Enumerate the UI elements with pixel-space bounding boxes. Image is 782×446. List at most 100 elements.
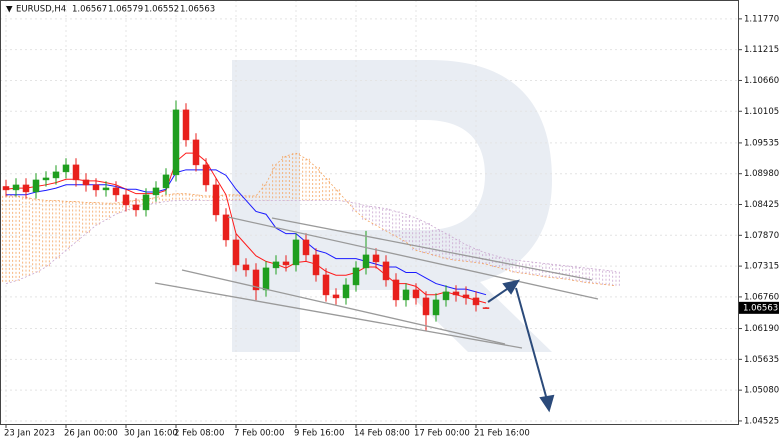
x-tick-label: 9 Feb 16:00 (294, 429, 344, 439)
candle-body (42, 177, 50, 181)
y-tick-label: 1.11215 (744, 45, 779, 55)
y-tick-label: 1.05635 (744, 355, 779, 365)
price-label: 1.06563 (743, 303, 778, 313)
y-tick-label: 1.08980 (744, 169, 779, 179)
plot-border (0, 0, 739, 425)
grid (0, 0, 738, 424)
high-value: 1.06579 (108, 5, 143, 15)
x-tick-label: 21 Feb 16:00 (474, 429, 530, 439)
cloud (2, 152, 620, 287)
menu-triangle: ▼ (6, 5, 13, 15)
symbol: EURUSD,H4 (16, 5, 66, 15)
x-tick-label: 14 Feb 08:00 (354, 429, 410, 439)
candle-body (112, 187, 120, 196)
open-value: 1.06567 (72, 5, 107, 15)
y-tick-label: 1.07870 (744, 231, 779, 241)
trend-lines (154, 216, 599, 349)
candle-body (412, 289, 420, 299)
candle-body (52, 171, 60, 179)
candle-body (392, 279, 400, 301)
candle-body (102, 187, 110, 191)
candle-body (32, 179, 40, 193)
y-tick-label: 1.10105 (744, 107, 779, 117)
candle-body (172, 109, 180, 176)
candle-body (472, 297, 480, 306)
y-tick-label: 1.06190 (744, 324, 779, 334)
candle-body (442, 291, 450, 301)
y-tick-label: 1.08425 (744, 200, 779, 210)
x-tick-label: 7 Feb 00:00 (234, 429, 284, 439)
candle-body (402, 289, 410, 301)
watermark-logo (232, 60, 552, 352)
candle-body (12, 184, 20, 191)
candle-body (312, 254, 320, 276)
candle-body (72, 164, 80, 181)
candle-body (22, 184, 30, 193)
x-tick-label: 30 Jan 16:00 (124, 429, 178, 439)
candle-body (252, 269, 260, 291)
trend-line (154, 282, 523, 349)
y-tick-label: 1.07315 (744, 262, 779, 272)
forecast-arrow (487, 279, 555, 413)
low-value: 1.06552 (144, 5, 179, 15)
candle-body (482, 307, 490, 309)
candle-body (212, 184, 220, 216)
trend-line (271, 217, 593, 281)
candle-body (82, 179, 90, 186)
arrow-head (502, 279, 521, 295)
cloud-edge (5, 199, 617, 284)
candle-body (132, 204, 140, 211)
candle-body (2, 186, 10, 191)
axes: 1.11770 1.11215 1.10660 1.10105 1.09535 1.089… (4, 14, 779, 438)
candle-body (322, 274, 330, 296)
candle-body (242, 264, 250, 271)
close-value: 1.06563 (180, 5, 215, 15)
candle-body (422, 297, 430, 316)
y-tick-label: 1.04525 (744, 416, 779, 426)
cloud-edge (6, 152, 617, 287)
x-tick-label: 2 Feb 08:00 (174, 429, 224, 439)
candle-body (332, 294, 340, 299)
candle-body (142, 194, 150, 211)
candle-body (192, 139, 200, 166)
candles (2, 100, 490, 331)
candle-body (62, 164, 70, 173)
arrow-up (487, 286, 511, 303)
candle-body (152, 187, 160, 196)
candle-body (202, 164, 210, 186)
y-tick-label: 1.06760 (744, 292, 779, 302)
candle-body (462, 294, 470, 299)
candle-body (162, 174, 170, 189)
y-tick-label: 1.10660 (744, 76, 779, 86)
candle-body (302, 239, 310, 256)
trend-line (227, 216, 599, 300)
header: EURUSD,H4 1.06567 1.06579 1.06552 1.0656… (16, 5, 215, 15)
candle-body (222, 214, 230, 241)
arrow-down (515, 287, 548, 401)
x-tick-label: 17 Feb 00:00 (414, 429, 470, 439)
watermark (232, 60, 552, 352)
candle-body (352, 267, 360, 286)
candle-body (92, 184, 100, 191)
candle-body (122, 194, 130, 206)
candle-body (342, 284, 350, 299)
candle-body (182, 109, 190, 141)
candle-body (382, 261, 390, 281)
candle-body (362, 254, 370, 269)
price-label-box (739, 301, 779, 314)
arrow-head (539, 394, 555, 413)
candle-body (292, 239, 300, 266)
y-tick-label: 1.09535 (744, 138, 779, 148)
x-tick-label: 26 Jan 00:00 (64, 429, 118, 439)
candle-body (262, 267, 270, 291)
candle-body (232, 239, 240, 266)
candle-body (432, 299, 440, 316)
candle-body (452, 291, 460, 296)
candle-body (282, 261, 290, 266)
x-tick-label: 23 Jan 2023 (4, 429, 55, 439)
candle-body (372, 254, 380, 263)
y-tick-label: 1.11770 (744, 14, 779, 24)
y-tick-label: 1.05080 (744, 386, 779, 396)
trend-line (181, 269, 506, 345)
